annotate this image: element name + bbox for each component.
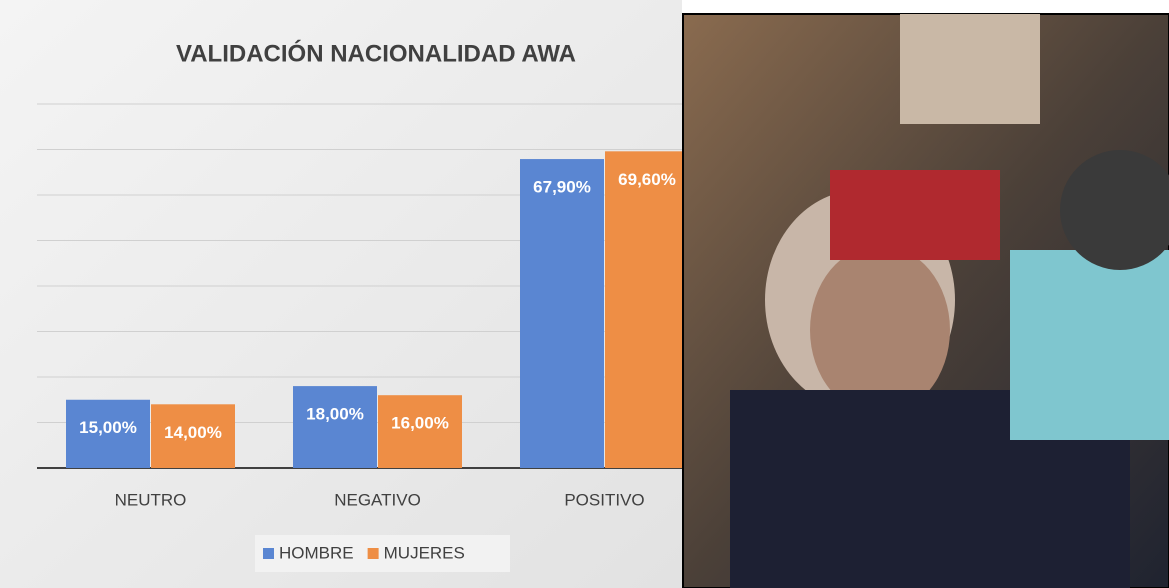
bar xyxy=(66,399,150,468)
legend-swatch xyxy=(263,548,274,559)
photo xyxy=(682,13,1169,588)
legend-box xyxy=(255,535,510,572)
legend-label: MUJERES xyxy=(384,543,465,562)
legend-label: HOMBRE xyxy=(279,543,354,562)
chart-title: VALIDACIÓN NACIONALIDAD AWA xyxy=(176,39,576,67)
x-tick-label: POSITIVO xyxy=(564,490,644,509)
x-tick-label: NEUTRO xyxy=(115,490,187,509)
bar xyxy=(378,395,462,468)
x-tick-label: NEGATIVO xyxy=(334,490,421,509)
bar xyxy=(605,151,682,468)
legend-swatch xyxy=(367,548,379,559)
value-label: 14,00% xyxy=(164,423,222,442)
value-label: 16,00% xyxy=(391,414,449,433)
bar xyxy=(520,159,604,468)
bar xyxy=(293,386,377,468)
chart: VALIDACIÓN NACIONALIDAD AWA NEUTRO 15,00%… xyxy=(37,39,682,572)
value-label: 18,00% xyxy=(306,405,364,424)
value-label: 69,60% xyxy=(618,170,676,189)
value-label: 15,00% xyxy=(79,418,137,437)
value-label: 67,90% xyxy=(533,178,591,197)
bar xyxy=(151,404,235,468)
